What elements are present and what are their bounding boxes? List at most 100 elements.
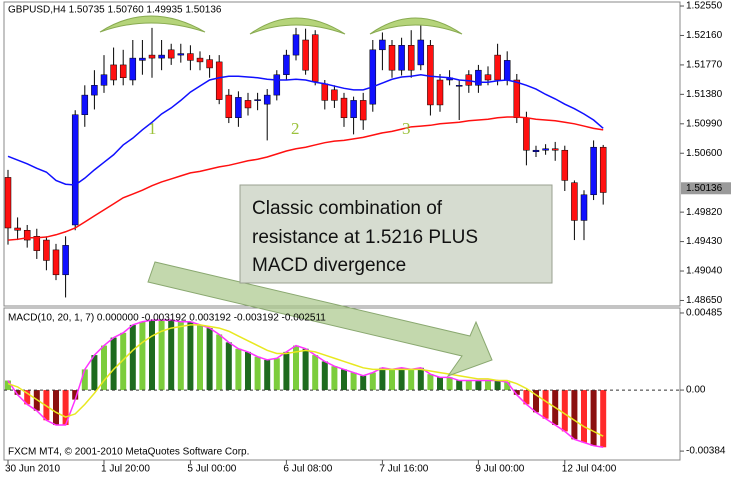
candle-body xyxy=(148,54,156,59)
candle-body xyxy=(590,146,597,196)
candle-body xyxy=(62,245,69,276)
histogram-bar xyxy=(523,390,530,405)
histogram-bar xyxy=(177,321,184,391)
histogram-bar xyxy=(81,369,88,391)
candle-body xyxy=(235,97,242,119)
y-tick-label: 1.51770 xyxy=(686,60,723,71)
histogram-bar xyxy=(331,366,338,391)
histogram-bar xyxy=(350,372,357,391)
histogram-bar xyxy=(302,348,309,391)
candle-body xyxy=(475,69,482,86)
line xyxy=(7,324,604,437)
y-tick-label: 1.49040 xyxy=(686,266,723,277)
arc xyxy=(249,17,346,35)
histogram-bar xyxy=(571,390,578,440)
y-tick-label: 1.50990 xyxy=(686,118,723,129)
note-box xyxy=(239,184,553,284)
y-tick-label: 1.52160 xyxy=(686,30,723,41)
candle-body xyxy=(167,49,175,59)
histogram-bar xyxy=(168,320,175,391)
candle-body xyxy=(187,53,194,61)
histogram-bar xyxy=(158,320,165,391)
histogram-bar xyxy=(187,321,194,391)
histogram-bar xyxy=(225,342,232,391)
candle-body xyxy=(244,100,252,109)
candle-body xyxy=(215,61,223,100)
histogram-bar xyxy=(235,348,242,391)
histogram-bar xyxy=(341,369,347,391)
histogram-bar xyxy=(369,372,376,391)
histogram-bar xyxy=(72,390,79,400)
x-tick-label: 30 Jun 2010 xyxy=(5,464,60,475)
histogram-bar xyxy=(561,390,568,432)
candle-body xyxy=(494,54,501,81)
candle-body xyxy=(427,45,434,106)
y-tick-label: 1.49430 xyxy=(686,236,723,247)
x-tick-label: 6 Jul 08:00 xyxy=(283,464,332,475)
histogram-bar xyxy=(62,390,69,426)
candle-body xyxy=(302,39,309,71)
annotation: 2 xyxy=(291,119,300,138)
candle-body xyxy=(398,45,405,71)
candle-body xyxy=(340,97,348,119)
histogram-bar xyxy=(417,367,424,391)
histogram-bar xyxy=(101,345,107,391)
last-price-box xyxy=(681,182,731,195)
candle-body xyxy=(71,114,79,226)
histogram-bar xyxy=(264,359,271,391)
histogram-bar xyxy=(14,390,21,395)
y-tick-label: 1.50600 xyxy=(686,148,723,159)
histogram-bar xyxy=(197,324,203,391)
histogram-bar xyxy=(427,374,434,391)
histogram-bar xyxy=(149,320,155,391)
note-line: MACD divergence xyxy=(252,255,406,276)
x-tick-label: 1 Jul 20:00 xyxy=(101,464,150,475)
candle-body xyxy=(225,94,233,119)
histogram-bar xyxy=(513,390,520,395)
candle-body xyxy=(158,54,165,59)
x-tick-label: 9 Jul 00:00 xyxy=(475,464,524,475)
histogram-bar xyxy=(91,355,98,391)
candle-body xyxy=(4,177,12,229)
candle-body xyxy=(81,94,89,115)
histogram-bar xyxy=(398,367,405,391)
histogram-bar xyxy=(590,390,597,446)
candle-body xyxy=(369,49,377,105)
histogram-bar xyxy=(254,356,261,391)
macd-title: MACD(10, 20, 1, 7) 0.000000 -0.003192 0.… xyxy=(8,313,326,324)
y-tick-label: 0.00485 xyxy=(686,308,723,319)
candle-body xyxy=(407,45,415,71)
histogram-bar xyxy=(120,332,127,391)
histogram-bar xyxy=(504,382,511,391)
histogram-bar xyxy=(110,337,117,391)
x-tick-label: 7 Jul 16:00 xyxy=(379,464,428,475)
candle-body xyxy=(254,99,261,101)
note-line: Classic combination of xyxy=(252,198,443,219)
candle-body xyxy=(484,74,492,81)
candle-body xyxy=(542,148,549,151)
candle-body xyxy=(139,57,146,61)
candle-body xyxy=(177,53,185,56)
candle-body xyxy=(43,239,50,261)
line xyxy=(7,116,604,241)
histogram-bar xyxy=(475,380,482,391)
histogram-bar xyxy=(283,351,290,391)
histogram-bar xyxy=(485,380,491,391)
candle-body xyxy=(283,54,290,75)
candle-body xyxy=(23,230,31,241)
histogram-bar xyxy=(245,351,251,391)
x-tick-label: 5 Jul 00:00 xyxy=(187,464,236,475)
annotation: 3 xyxy=(402,119,411,138)
candle-body xyxy=(292,34,300,56)
line xyxy=(7,319,604,449)
histogram-bar xyxy=(360,375,367,391)
histogram-bar xyxy=(533,390,539,413)
candle-body xyxy=(110,64,117,81)
y-tick-label: 0.00 xyxy=(686,385,706,396)
histogram-bar xyxy=(542,390,549,419)
candle-body xyxy=(561,149,569,181)
note-line: resistance at 1.5216 PLUS xyxy=(252,227,478,248)
candle-body xyxy=(455,85,463,87)
candle-body xyxy=(580,194,588,221)
